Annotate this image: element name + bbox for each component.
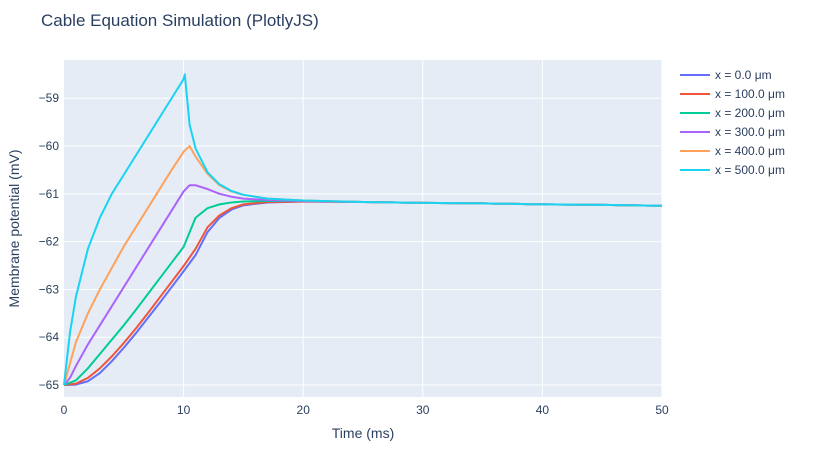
legend: x = 0.0 μm x = 100.0 μm x = 200.0 μm x = 30… xyxy=(680,65,785,179)
x-tick-label: 20 xyxy=(297,403,311,417)
series-lines xyxy=(63,73,663,387)
legend-label: x = 300.0 μm xyxy=(715,124,785,139)
y-tick-label: −60 xyxy=(39,139,60,153)
legend-label: x = 0.0 μm xyxy=(715,67,772,82)
y-tick-label: −64 xyxy=(39,330,60,344)
grid-lines xyxy=(64,60,663,397)
legend-item-0[interactable]: x = 0.0 μm xyxy=(680,65,785,84)
legend-item-1[interactable]: x = 100.0 μm xyxy=(680,84,785,103)
y-tick-label: −63 xyxy=(39,282,60,296)
y-tick-label: −62 xyxy=(39,235,60,249)
legend-item-3[interactable]: x = 300.0 μm xyxy=(680,122,785,141)
legend-swatch xyxy=(680,92,710,95)
legend-label: x = 200.0 μm xyxy=(715,105,785,120)
series-line-5 xyxy=(63,73,663,386)
y-tick-label: −61 xyxy=(39,187,60,201)
y-axis-ticks: −65 −64 −63 −62 −61 −60 −59 xyxy=(39,91,60,392)
y-tick-label: −65 xyxy=(39,378,60,392)
x-axis-title: Time (ms) xyxy=(332,425,394,441)
legend-item-5[interactable]: x = 500.0 μm xyxy=(680,160,785,179)
x-tick-label: 30 xyxy=(416,403,430,417)
x-tick-label: 50 xyxy=(655,403,669,417)
x-tick-label: 40 xyxy=(536,403,550,417)
x-axis-ticks: 0 10 20 30 40 50 xyxy=(61,403,669,417)
plot-background xyxy=(64,60,662,397)
chart-title: Cable Equation Simulation (PlotlyJS) xyxy=(41,11,319,30)
legend-item-4[interactable]: x = 400.0 μm xyxy=(680,141,785,160)
legend-swatch xyxy=(680,73,710,76)
legend-item-2[interactable]: x = 200.0 μm xyxy=(680,103,785,122)
x-tick-label: 10 xyxy=(177,403,191,417)
legend-label: x = 400.0 μm xyxy=(715,143,785,158)
legend-label: x = 500.0 μm xyxy=(715,162,785,177)
y-axis-title: Membrane potential (mV) xyxy=(6,150,22,308)
x-tick-label: 0 xyxy=(61,403,68,417)
legend-swatch xyxy=(680,168,710,171)
legend-label: x = 100.0 μm xyxy=(715,86,785,101)
y-tick-label: −59 xyxy=(39,91,60,105)
legend-swatch xyxy=(680,149,710,152)
legend-swatch xyxy=(680,111,710,114)
legend-swatch xyxy=(680,130,710,133)
